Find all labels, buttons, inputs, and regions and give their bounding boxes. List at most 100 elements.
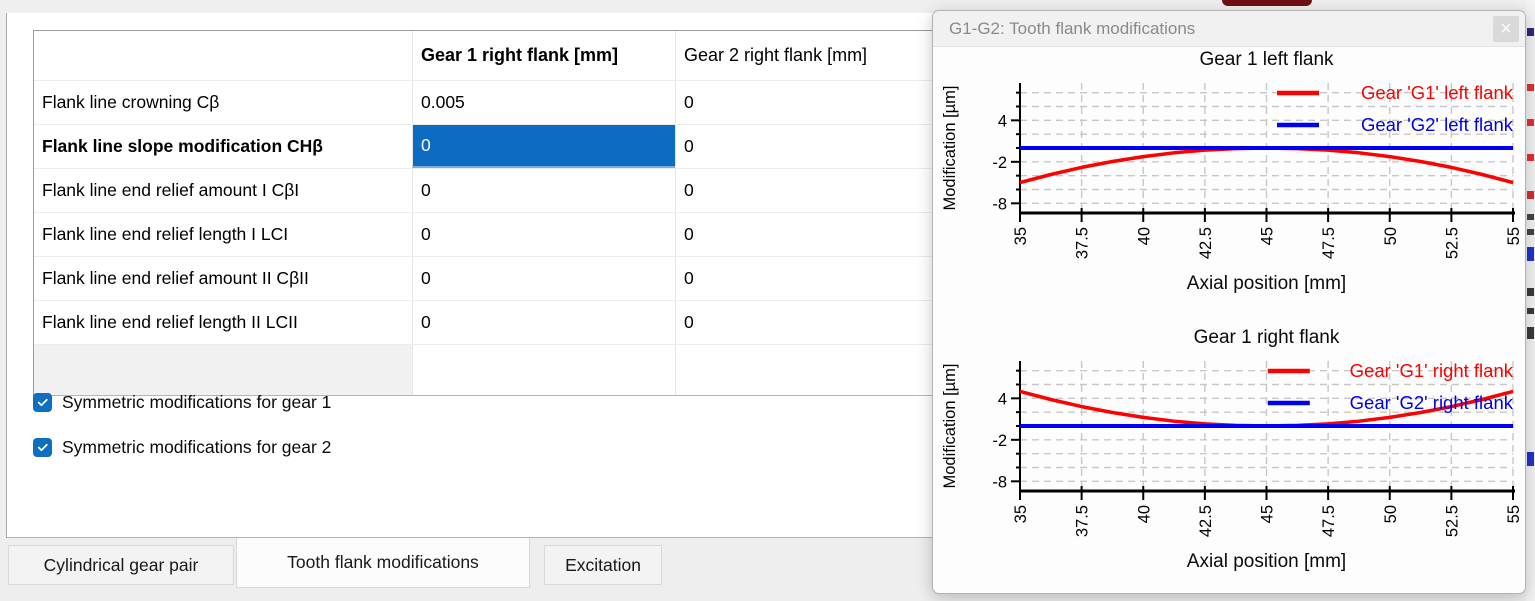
occluded-window-artifact	[1527, 119, 1534, 126]
y-axis-label: Modification [µm]	[941, 85, 959, 210]
occluded-window-artifact	[1527, 28, 1534, 36]
row-label[interactable]: Flank line end relief length I LCI	[42, 224, 289, 244]
table-cell[interactable]: 0	[412, 301, 675, 344]
table-cell[interactable]: 0	[675, 125, 1026, 168]
occluded-window-artifact	[1527, 452, 1534, 466]
checkmark-icon	[37, 443, 48, 451]
x-tick-label: 42.5	[1197, 227, 1215, 259]
table-cell[interactable]: 0	[675, 81, 1026, 124]
table-empty-row	[34, 344, 1026, 395]
table-cell[interactable]: 0	[675, 213, 1026, 256]
x-tick-label: 55	[1505, 227, 1523, 245]
occluded-window-artifact	[1222, 0, 1312, 6]
chart-gear1-right-flank: Gear 1 right flank 4 -2 -8 35 37.5 40 42.5 45 47.…	[933, 313, 1527, 581]
chart-gear1-left-flank: Gear 1 left flank 4 -2 -8 35 37.5 40 42.5 45 47.5…	[933, 35, 1527, 303]
legend-label: Gear 'G1' left flank	[1361, 82, 1514, 103]
table-cell[interactable]: 0	[412, 257, 675, 300]
legend-label: Gear 'G2' left flank	[1361, 114, 1514, 135]
y-tick-label: -2	[992, 432, 1007, 450]
x-tick-label: 35	[1012, 227, 1030, 245]
tab-excitation[interactable]: Excitation	[544, 545, 662, 585]
modifications-table: Gear 1 right flank [mm] Gear 2 right flan…	[33, 30, 1026, 396]
occluded-window-edge-strip	[1526, 0, 1535, 601]
table-row: Flank line end relief amount II CβII 0 0	[34, 256, 1026, 300]
dialog-title: G1-G2: Tooth flank modifications	[949, 18, 1196, 38]
table-cell[interactable]: 0	[412, 213, 675, 256]
x-tick-label: 47.5	[1320, 227, 1338, 259]
tab-cylindrical-gear-pair[interactable]: Cylindrical gear pair	[8, 545, 234, 585]
y-tick-label: 4	[998, 390, 1007, 408]
series-line	[1019, 146, 1514, 185]
column-header	[34, 31, 412, 80]
table-cell[interactable]: 0	[412, 125, 675, 168]
row-label[interactable]: Flank line slope modification CHβ	[42, 136, 323, 156]
table-empty-cell	[675, 345, 1026, 395]
chart-title: Gear 1 right flank	[1194, 327, 1340, 348]
x-tick-label: 55	[1505, 505, 1523, 523]
occluded-window-artifact	[1527, 327, 1534, 339]
occluded-window-artifact	[1527, 288, 1534, 296]
x-tick-label: 50	[1382, 227, 1400, 245]
occluded-window-artifact	[1527, 308, 1534, 314]
table-empty-cell	[412, 345, 675, 395]
table-empty-label-area	[34, 345, 412, 395]
table-cell[interactable]: 0	[675, 169, 1026, 212]
occluded-window-artifact	[1527, 84, 1534, 91]
x-tick-label: 50	[1382, 505, 1400, 523]
row-label[interactable]: Flank line crowning Cβ	[42, 92, 220, 112]
y-tick-label: -2	[992, 154, 1007, 172]
legend-label: Gear 'G2' right flank	[1350, 392, 1514, 413]
table-row: Flank line slope modification CHβ 0 0	[34, 124, 1026, 168]
occluded-window-artifact	[1527, 214, 1534, 220]
row-label[interactable]: Flank line end relief length II LCII	[42, 312, 298, 332]
table-row: Flank line end relief length I LCI 0 0	[34, 212, 1026, 256]
dialog-titlebar[interactable]: G1-G2: Tooth flank modifications ×	[933, 11, 1525, 47]
occluded-window-artifact	[1527, 247, 1534, 261]
checkbox-checked[interactable]	[33, 392, 52, 412]
checkbox-checked[interactable]	[33, 437, 52, 457]
checkbox-label: Symmetric modifications for gear 1	[62, 391, 332, 412]
y-axis-label: Modification [µm]	[941, 363, 959, 488]
chart-svg: Gear 1 right flank 4 -2 -8 35 37.5 40 42.5 45 47.…	[941, 327, 1523, 572]
column-header: Gear 1 right flank [mm]	[412, 31, 675, 80]
legend-label: Gear 'G1' right flank	[1350, 360, 1514, 381]
x-tick-label: 45	[1259, 227, 1277, 245]
occluded-window-artifact	[1527, 191, 1534, 199]
x-tick-label: 35	[1012, 505, 1030, 523]
checkmark-icon	[37, 398, 48, 406]
row-label[interactable]: Flank line end relief amount II CβII	[42, 268, 309, 288]
tooth-flank-modifications-dialog: G1-G2: Tooth flank modifications × Gear …	[932, 10, 1526, 594]
row-label[interactable]: Flank line end relief amount I CβI	[42, 180, 300, 200]
table-cell[interactable]: 0	[675, 257, 1026, 300]
checkbox-row[interactable]: Symmetric modifications for gear 1	[33, 391, 331, 413]
table-cell[interactable]: 0.005	[412, 81, 675, 124]
checkbox-row[interactable]: Symmetric modifications for gear 2	[33, 436, 331, 458]
tab-tooth-flank-modifications[interactable]: Tooth flank modifications	[236, 538, 530, 588]
table-cell[interactable]: 0	[675, 301, 1026, 344]
x-axis-label: Axial position [mm]	[1187, 551, 1346, 572]
y-tick-label: 4	[998, 112, 1007, 130]
chart-svg: Gear 1 left flank 4 -2 -8 35 37.5 40 42.5 45 47.5…	[941, 49, 1523, 294]
x-tick-label: 47.5	[1320, 505, 1338, 537]
checkbox-label: Symmetric modifications for gear 2	[62, 436, 332, 457]
occluded-window-artifact	[1527, 154, 1534, 161]
table-row: Flank line end relief length II LCII 0 0	[34, 300, 1026, 344]
table-header-row: Gear 1 right flank [mm] Gear 2 right flan…	[34, 31, 1026, 80]
chart-title: Gear 1 left flank	[1199, 49, 1334, 70]
x-tick-label: 37.5	[1074, 227, 1092, 259]
close-icon[interactable]: ×	[1493, 15, 1519, 42]
x-tick-label: 40	[1135, 227, 1153, 245]
table-row: Flank line end relief amount I CβI 0 0	[34, 168, 1026, 212]
x-tick-label: 42.5	[1197, 505, 1215, 537]
table-row: Flank line crowning Cβ 0.005 0	[34, 80, 1026, 124]
x-tick-label: 40	[1135, 505, 1153, 523]
y-tick-label: -8	[992, 473, 1007, 491]
table-cell[interactable]: 0	[412, 169, 675, 212]
x-tick-label: 52.5	[1443, 505, 1461, 537]
occluded-window-artifact	[1527, 229, 1534, 235]
x-tick-label: 37.5	[1074, 505, 1092, 537]
y-tick-label: -8	[992, 195, 1007, 213]
column-header: Gear 2 right flank [mm]	[675, 31, 1026, 80]
x-axis-label: Axial position [mm]	[1187, 273, 1346, 294]
x-tick-label: 52.5	[1443, 227, 1461, 259]
